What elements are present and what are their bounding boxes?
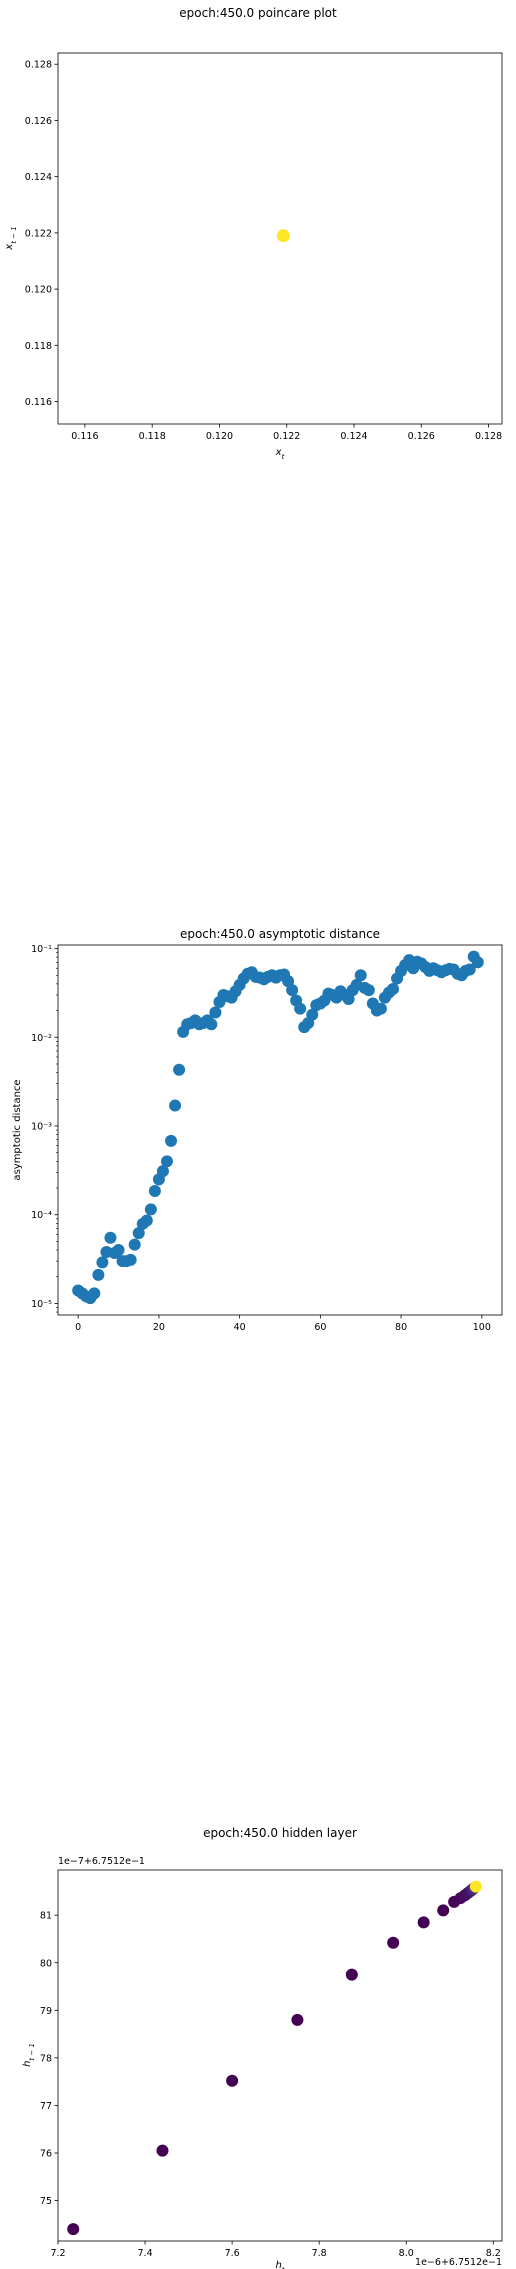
distance-point	[140, 1214, 153, 1227]
hidden-layer-xtick-label: 7.8	[312, 2248, 327, 2259]
distance-point	[387, 983, 400, 996]
distance-point	[92, 1268, 105, 1281]
poincare-plot-frame	[57, 52, 503, 425]
hidden-layer-ytick-label: 75	[40, 2196, 52, 2207]
asymptotic-xtick-label: 20	[153, 1322, 165, 1333]
distance-point	[294, 1002, 307, 1015]
distance-point	[173, 1063, 186, 1076]
poincare-ytick-label: 0.126	[25, 116, 52, 127]
asymptotic-ytick-label: 10⁻²	[31, 1033, 52, 1044]
distance-point	[354, 969, 367, 982]
distance-point	[286, 984, 299, 997]
poincare-ytick-label: 0.124	[25, 172, 52, 183]
hidden-layer-xtick-label: 8.2	[486, 2248, 501, 2259]
asymptotic-ytick-label: 10⁻³	[31, 1122, 52, 1133]
distance-point	[282, 975, 295, 988]
hidden-layer-ytick-label: 79	[40, 2006, 52, 2017]
hidden-layer-ytick-label: 78	[40, 2053, 52, 2064]
distance-point	[132, 1227, 145, 1240]
asymptotic-title: epoch:450.0 asymptotic distance	[180, 927, 380, 941]
poincare-xtick-label: 0.122	[273, 431, 300, 442]
asymptotic-ylabel: asymptotic distance	[12, 1079, 23, 1180]
distance-point	[124, 1253, 137, 1266]
hidden-layer-ytick-label: 77	[40, 2101, 52, 2112]
asymptotic-distance-chart: epoch:450.0 asymptotic distance 0 20 40 60 8…	[12, 927, 503, 1333]
poincare-ytick-label: 0.120	[25, 285, 52, 296]
hidden-state-point	[417, 1916, 430, 1929]
distance-point	[128, 1238, 141, 1251]
hidden-layer-x-offset: 1e−6+6.7512e−1	[415, 2257, 502, 2268]
hidden-state-point	[156, 2144, 169, 2157]
distance-point	[104, 1231, 117, 1244]
distance-point	[112, 1244, 125, 1257]
hidden-state-point	[469, 1880, 482, 1893]
poincare-ytick-label: 0.116	[25, 397, 52, 408]
poincare-xtick-label: 0.118	[139, 431, 166, 442]
hidden-layer-y-offset: 1e−7+6.7512e−1	[58, 1856, 145, 1867]
distance-point	[471, 956, 484, 969]
distance-point	[306, 1008, 319, 1021]
distance-point	[362, 984, 375, 997]
distance-point	[88, 1287, 101, 1300]
distance-point	[374, 1002, 387, 1015]
hidden-layer-plot-frame	[57, 1869, 503, 2242]
hidden-layer-title: epoch:450.0 hidden layer	[203, 1826, 357, 1840]
poincare-ytick-label: 0.118	[25, 341, 52, 352]
poincare-ylabel: xt − 1	[4, 226, 18, 250]
asymptotic-ytick-label: 10⁻¹	[31, 944, 52, 955]
distance-point	[169, 1099, 182, 1112]
distance-point	[209, 1006, 222, 1019]
hidden-layer-xtick-label: 8.0	[399, 2248, 414, 2259]
asymptotic-ytick-label: 10⁻⁵	[31, 1299, 52, 1310]
distance-point	[165, 1134, 178, 1147]
distance-point	[148, 1185, 161, 1198]
poincare-ytick-label: 0.128	[25, 60, 52, 71]
asymptotic-xtick-label: 100	[473, 1322, 491, 1333]
distance-point	[160, 1155, 173, 1168]
poincare-xtick-label: 0.116	[71, 431, 98, 442]
asymptotic-xtick-label: 80	[395, 1322, 407, 1333]
hidden-layer-ytick-label: 80	[40, 1958, 52, 1969]
hidden-state-point	[67, 2223, 80, 2236]
distance-point	[156, 1165, 169, 1178]
distance-point	[96, 1256, 109, 1269]
poincare-chart: epoch:450.0 poincare plot 0.116 0.118 0.12…	[4, 6, 503, 460]
asymptotic-xtick-label: 40	[234, 1322, 246, 1333]
hidden-layer-ytick-label: 76	[40, 2149, 52, 2160]
hidden-state-point	[345, 1968, 358, 1981]
poincare-xtick-label: 0.126	[408, 431, 435, 442]
asymptotic-xtick-label: 60	[314, 1322, 326, 1333]
poincare-xtick-label: 0.120	[206, 431, 233, 442]
hidden-layer-ytick-label: 81	[40, 1911, 52, 1922]
hidden-layer-chart: epoch:450.0 hidden layer 1e−7+6.7512e−1 …	[22, 1826, 503, 2269]
hidden-layer-ylabel: ht − 1	[22, 2043, 36, 2067]
poincare-xtick-label: 0.124	[340, 431, 367, 442]
distance-point	[144, 1203, 157, 1216]
asymptotic-xtick-label: 0	[75, 1322, 81, 1333]
hidden-state-point	[437, 1904, 450, 1917]
hidden-layer-xtick-label: 7.2	[50, 2248, 65, 2259]
hidden-state-point	[291, 2013, 304, 2026]
hidden-layer-xtick-label: 7.6	[225, 2248, 240, 2259]
poincare-title: epoch:450.0 poincare plot	[179, 6, 337, 20]
poincare-xtick-label: 0.128	[475, 431, 502, 442]
hidden-state-point	[226, 2074, 239, 2087]
poincare-ytick-label: 0.122	[25, 228, 52, 239]
hidden-layer-xtick-label: 7.4	[138, 2248, 153, 2259]
poincare-xlabel: xt	[275, 447, 285, 460]
distance-point	[205, 1018, 218, 1031]
poincare-point	[276, 229, 290, 243]
asymptotic-ytick-label: 10⁻⁴	[31, 1210, 52, 1221]
distance-point	[463, 963, 476, 976]
hidden-state-point	[387, 1936, 400, 1949]
hidden-layer-xlabel: ht	[275, 2260, 284, 2269]
